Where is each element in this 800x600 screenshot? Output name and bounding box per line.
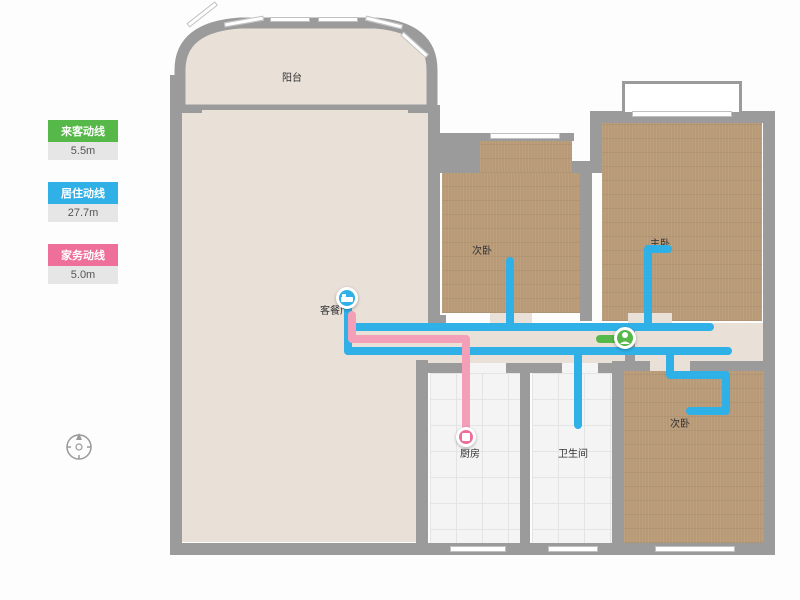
wall <box>428 105 440 323</box>
housework-path-icon <box>456 427 476 447</box>
wall <box>763 111 775 555</box>
room-label-bedroom2a: 次卧 <box>472 242 492 257</box>
legend-item-living: 居住动线 27.7m <box>48 182 118 222</box>
wall <box>428 315 446 325</box>
wall <box>590 111 602 173</box>
room-label-bathroom: 卫生间 <box>558 445 588 460</box>
bed-icon <box>339 290 355 311</box>
window <box>490 133 560 139</box>
wall <box>580 161 592 321</box>
room-recess <box>480 139 572 173</box>
window <box>318 17 358 22</box>
door-gap <box>628 313 672 325</box>
wall <box>416 360 428 555</box>
door-gap <box>470 363 506 373</box>
legend-label: 居住动线 <box>48 182 118 204</box>
window <box>632 111 732 117</box>
living-path-icon <box>336 287 358 309</box>
wall <box>182 105 202 113</box>
wall <box>612 361 624 555</box>
guest-path-icon <box>614 327 636 349</box>
door-gap <box>562 363 598 373</box>
room-label-balcony: 阳台 <box>282 69 302 84</box>
person-icon <box>617 330 633 351</box>
window <box>655 546 735 552</box>
legend-label: 来客动线 <box>48 120 118 142</box>
wall <box>612 361 775 371</box>
floorplan: 阳台 客餐厅 次卧 主卧 次卧 厨房 卫生间 <box>170 15 785 575</box>
legend-value: 27.7m <box>48 204 118 222</box>
window <box>450 546 506 552</box>
wall <box>408 105 428 113</box>
window-bay <box>622 81 742 115</box>
room-bedroom-secondary-a <box>442 173 582 313</box>
door-gap <box>490 313 532 325</box>
wall <box>170 75 182 555</box>
door-gap <box>650 361 690 371</box>
legend-item-guest: 来客动线 5.5m <box>48 120 118 160</box>
corridor <box>428 323 763 363</box>
room-bedroom-secondary-b <box>624 367 764 543</box>
window <box>270 17 310 22</box>
legend-value: 5.5m <box>48 142 118 160</box>
room-master <box>602 123 762 321</box>
legend-item-housework: 家务动线 5.0m <box>48 244 118 284</box>
legend-label: 家务动线 <box>48 244 118 266</box>
compass-icon <box>62 430 96 464</box>
wall <box>520 363 530 555</box>
wall <box>440 133 480 163</box>
legend-value: 5.0m <box>48 266 118 284</box>
room-living <box>182 110 428 542</box>
window <box>548 546 598 552</box>
room-label-master: 主卧 <box>650 235 670 250</box>
balcony-outline <box>170 15 440 125</box>
room-label-bedroom2b: 次卧 <box>670 415 690 430</box>
legend: 来客动线 5.5m 居住动线 27.7m 家务动线 5.0m <box>48 120 118 306</box>
